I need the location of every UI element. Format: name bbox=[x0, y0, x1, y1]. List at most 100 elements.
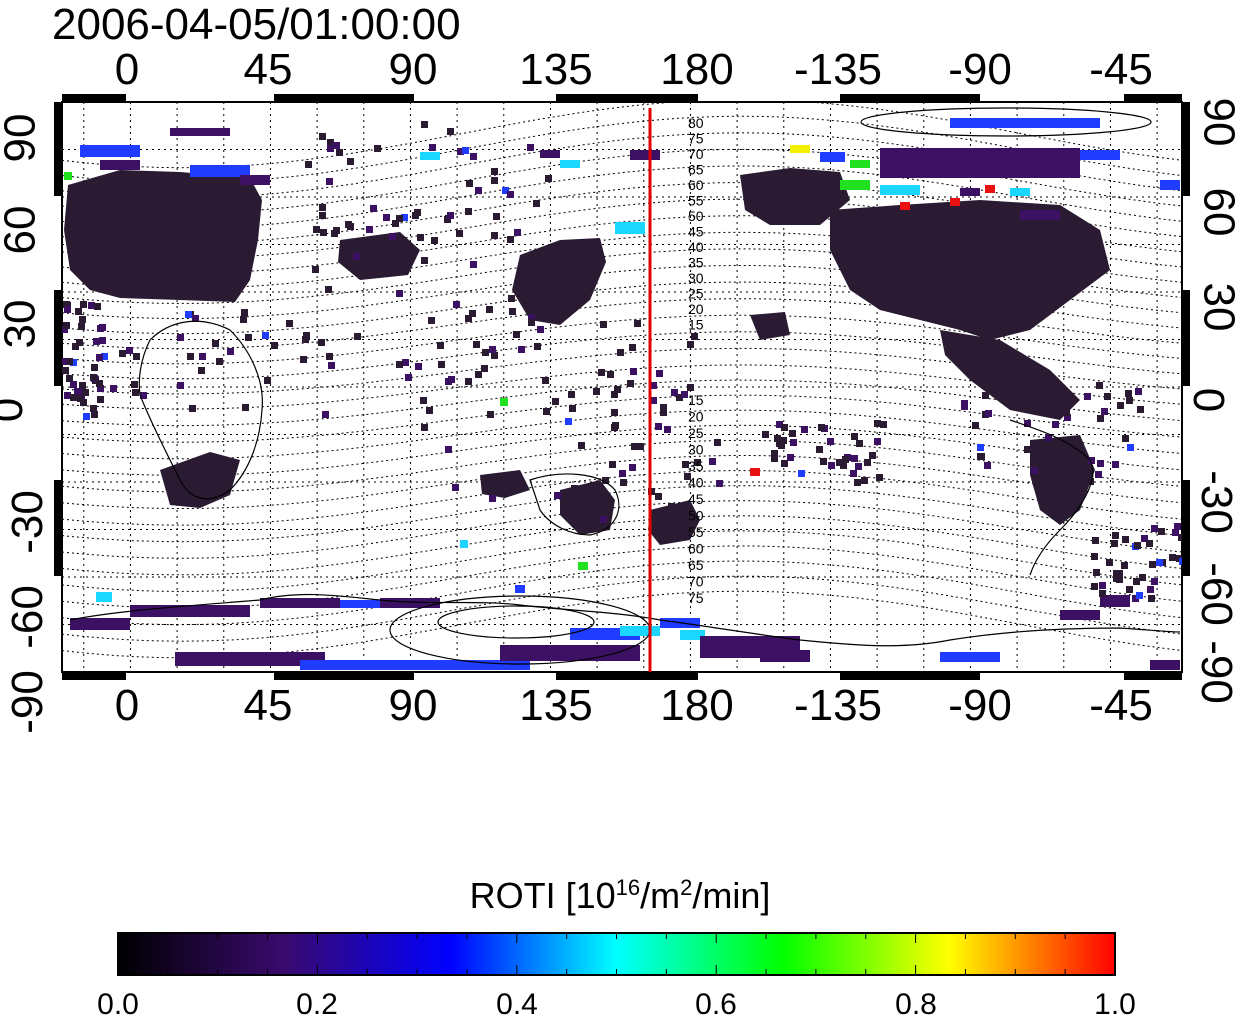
roti-pixel bbox=[1136, 592, 1143, 599]
roti-pixel bbox=[126, 347, 133, 354]
roti-patch bbox=[340, 600, 380, 608]
roti-pixel bbox=[780, 437, 787, 444]
roti-patch bbox=[190, 165, 250, 177]
roti-pixel bbox=[1084, 393, 1091, 400]
roti-pixel bbox=[676, 394, 683, 401]
roti-pixel bbox=[820, 458, 827, 465]
roti-pixel bbox=[319, 204, 326, 211]
roti-pixel bbox=[816, 446, 823, 453]
roti-pixel bbox=[465, 315, 472, 322]
roti-pixel bbox=[593, 388, 600, 395]
colorbar bbox=[117, 932, 1116, 976]
roti-patch bbox=[578, 562, 588, 570]
roti-pixel bbox=[262, 332, 269, 339]
roti-pixel bbox=[650, 382, 657, 389]
contour-label: 70 bbox=[688, 574, 704, 590]
colorbar-title-mid: /m bbox=[640, 875, 681, 916]
roti-pixel bbox=[1179, 558, 1182, 565]
roti-pixel bbox=[241, 309, 248, 316]
roti-pixel bbox=[528, 314, 535, 321]
roti-pixel bbox=[716, 480, 723, 487]
magnetic-contour-line bbox=[62, 248, 1182, 304]
contour-label: 70 bbox=[688, 146, 704, 162]
roti-pixel bbox=[328, 362, 335, 369]
roti-pixel bbox=[396, 361, 403, 368]
roti-patch bbox=[1080, 150, 1120, 160]
colorbar-title-suffix: /min] bbox=[692, 875, 771, 916]
magnetic-contour-line bbox=[62, 115, 1182, 184]
roti-pixel bbox=[322, 411, 329, 418]
roti-pixel bbox=[96, 354, 103, 361]
roti-pixel bbox=[185, 311, 192, 318]
roti-pixel bbox=[486, 306, 493, 313]
roti-pixel bbox=[491, 352, 498, 359]
colorbar-title-prefix: ROTI [10 bbox=[469, 875, 616, 916]
roti-pixel bbox=[1147, 586, 1154, 593]
roti-pixel bbox=[1169, 554, 1176, 561]
roti-pixel bbox=[1091, 583, 1098, 590]
roti-patch bbox=[630, 150, 660, 160]
roti-pixel bbox=[660, 404, 667, 411]
roti-pixel bbox=[302, 336, 309, 343]
contour-label: 75 bbox=[688, 131, 704, 147]
roti-pixel bbox=[101, 353, 108, 360]
roti-pixel bbox=[470, 153, 477, 160]
roti-pixel bbox=[687, 384, 694, 391]
central-asia-region bbox=[338, 232, 420, 280]
roti-pixel bbox=[827, 438, 834, 445]
roti-pixel bbox=[70, 394, 77, 401]
bottom-x-tick: -45 bbox=[1089, 681, 1153, 730]
south-america-region bbox=[1030, 435, 1095, 525]
roti-pixel bbox=[1112, 461, 1119, 468]
roti-pixel bbox=[366, 226, 373, 233]
roti-pixel bbox=[62, 367, 69, 374]
roti-pixel bbox=[370, 205, 377, 212]
roti-pixel bbox=[972, 422, 979, 429]
roti-pixel bbox=[630, 368, 637, 375]
contour-label: 30 bbox=[688, 270, 704, 286]
magnetic-contour-line bbox=[62, 560, 1182, 626]
contour-label: 40 bbox=[688, 475, 704, 491]
roti-pixel bbox=[1082, 473, 1089, 480]
hawaii-region bbox=[750, 312, 790, 340]
roti-pixel bbox=[383, 214, 390, 221]
roti-pixel bbox=[513, 331, 520, 338]
roti-pixel bbox=[1024, 446, 1031, 453]
roti-patch bbox=[500, 398, 508, 406]
roti-pixel bbox=[429, 144, 436, 151]
magnetic-contour-line bbox=[62, 515, 1182, 576]
roti-pixel bbox=[691, 333, 698, 340]
roti-pixel bbox=[421, 257, 428, 264]
roti-pixel bbox=[1148, 595, 1155, 602]
magnetic-contour-line bbox=[62, 455, 1182, 509]
roti-patch bbox=[950, 198, 960, 206]
contour-label: 60 bbox=[688, 177, 704, 193]
roti-pixel bbox=[447, 128, 454, 135]
roti-pixel bbox=[1125, 390, 1132, 397]
roti-patch bbox=[460, 540, 468, 548]
roti-pixel bbox=[776, 421, 783, 428]
roti-pixel bbox=[312, 266, 319, 273]
roti-patch bbox=[820, 152, 845, 162]
roti-patch bbox=[940, 652, 1000, 662]
roti-pixel bbox=[545, 175, 552, 182]
roti-pixel bbox=[537, 326, 544, 333]
roti-pixel bbox=[91, 411, 98, 418]
roti-pixel bbox=[64, 302, 71, 309]
roti-pixel bbox=[63, 322, 70, 329]
contour-label: 25 bbox=[688, 286, 704, 302]
roti-pixel bbox=[1032, 407, 1039, 414]
roti-scatter-pixels bbox=[62, 121, 1182, 602]
roti-pixel bbox=[774, 435, 781, 442]
roti-patch bbox=[1010, 188, 1030, 196]
roti-pixel bbox=[389, 233, 396, 240]
roti-pixel bbox=[88, 302, 95, 309]
roti-pixel bbox=[392, 220, 399, 227]
roti-pixel bbox=[533, 200, 540, 207]
roti-pixel bbox=[1178, 534, 1182, 541]
roti-patch bbox=[380, 598, 440, 608]
top-x-tick: 0 bbox=[114, 45, 140, 94]
roti-pixel bbox=[80, 399, 87, 406]
roti-patch bbox=[900, 202, 910, 210]
roti-pixel bbox=[762, 431, 769, 438]
